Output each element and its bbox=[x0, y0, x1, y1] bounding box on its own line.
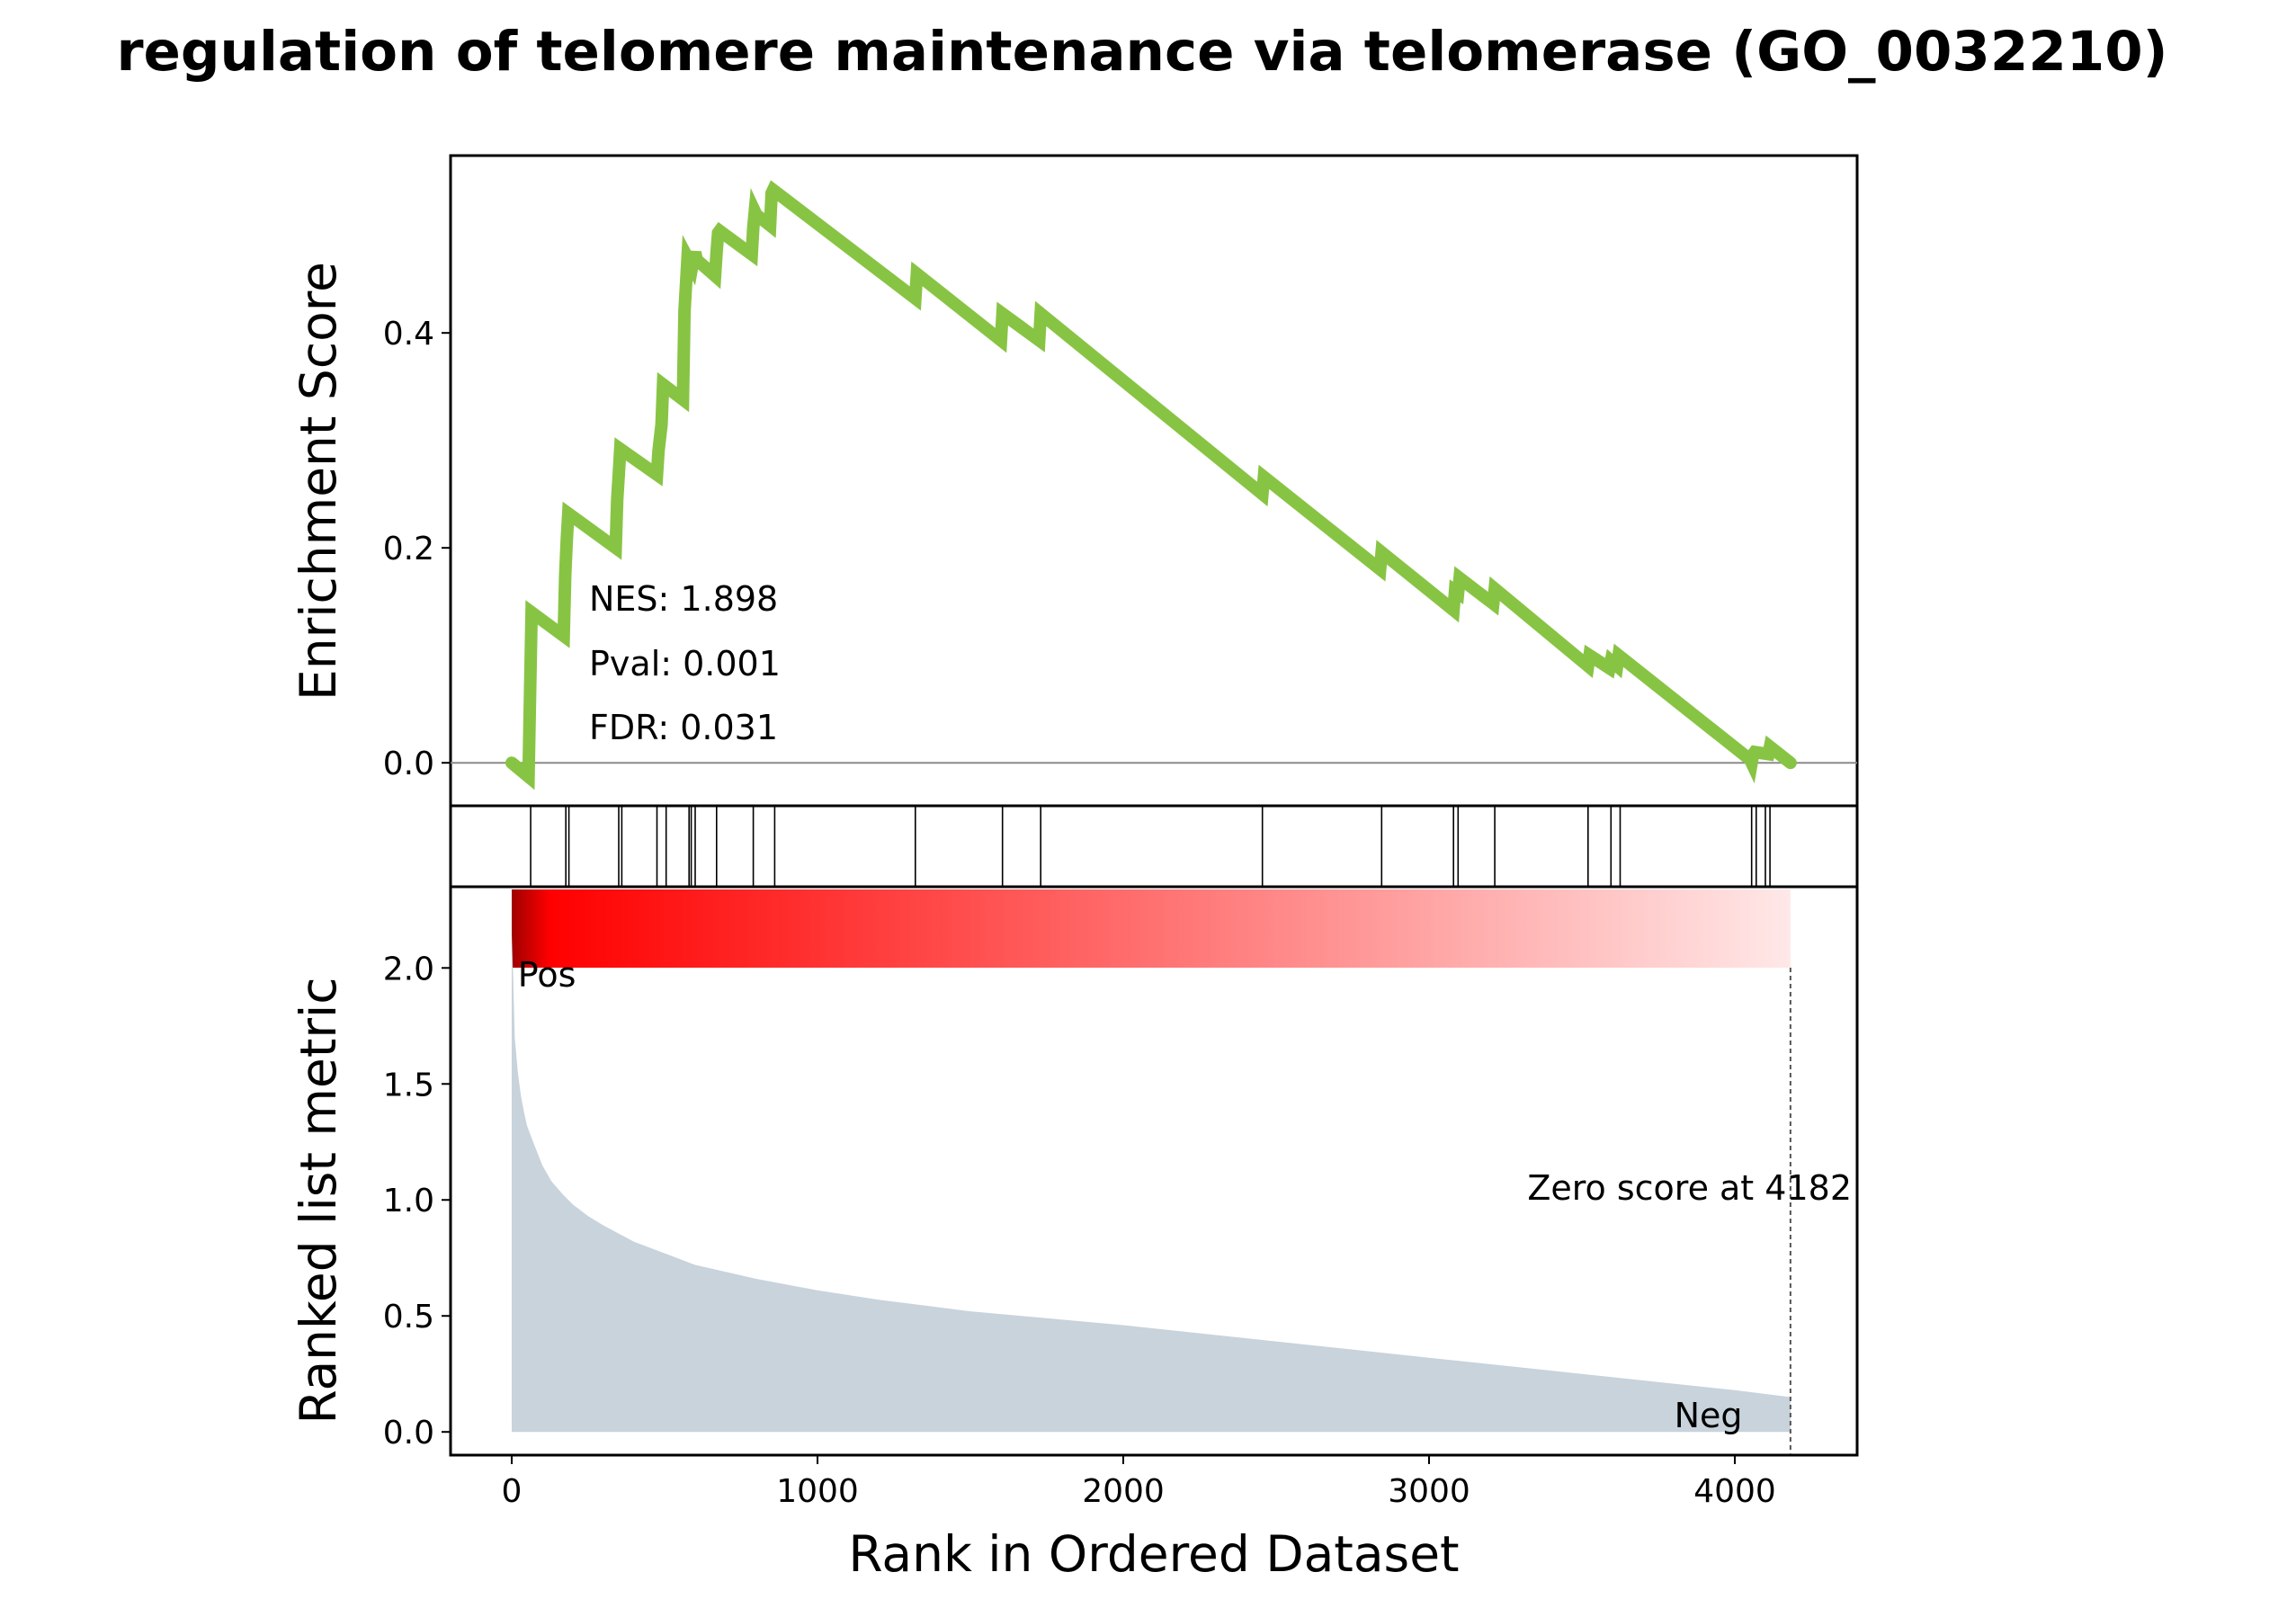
x-axis-ticks: 0 1000 2000 3000 4000 bbox=[502, 1455, 1776, 1510]
nes-annotation: NES: 1.898 bbox=[589, 579, 778, 619]
enrichment-y-label: Enrichment Score bbox=[290, 262, 347, 701]
enrichment-score-line bbox=[505, 180, 1797, 791]
metric-y-tick-label: 0.0 bbox=[383, 1415, 434, 1452]
chart-title: regulation of telomere maintenance via t… bbox=[116, 20, 2167, 84]
hits-panel bbox=[449, 804, 1859, 889]
x-tick-label: 4000 bbox=[1693, 1473, 1776, 1510]
rank-gradient-bar bbox=[512, 889, 1791, 968]
ranked-metric-panel: 0.0 0.5 1.0 1.5 2.0 Pos Neg Zero score at 41… bbox=[290, 885, 1859, 1457]
ranked-metric-panel-frame bbox=[449, 885, 1859, 1457]
metric-y-tick-label: 2.0 bbox=[383, 951, 434, 987]
x-tick-label: 3000 bbox=[1388, 1473, 1470, 1510]
x-tick-label: 1000 bbox=[776, 1473, 859, 1510]
enrichment-panel: 0.0 0.2 0.4 NES: 1.898 Pval: 0.001 FDR: 0.… bbox=[290, 154, 1859, 808]
es-y-tick-label: 0.0 bbox=[383, 746, 434, 782]
es-y-tick-label: 0.2 bbox=[383, 531, 434, 567]
zero-score-label: Zero score at 4182 bbox=[1527, 1168, 1852, 1208]
metric-y-tick-label: 1.0 bbox=[383, 1183, 434, 1219]
pval-annotation: Pval: 0.001 bbox=[589, 644, 781, 683]
enrichment-y-ticks: 0.0 0.2 0.4 bbox=[383, 316, 451, 782]
hits-panel-frame bbox=[449, 804, 1859, 889]
gene-hit-lines bbox=[530, 806, 1771, 887]
metric-y-ticks: 0.0 0.5 1.0 1.5 2.0 bbox=[383, 951, 451, 1452]
x-axis-label: Rank in Ordered Dataset bbox=[848, 1525, 1459, 1583]
x-tick-label: 0 bbox=[502, 1473, 523, 1510]
es-y-tick-label: 0.4 bbox=[383, 316, 434, 353]
ranked-metric-area bbox=[512, 933, 1791, 1433]
neg-label: Neg bbox=[1675, 1396, 1743, 1435]
metric-y-tick-label: 1.5 bbox=[383, 1067, 434, 1103]
x-tick-label: 2000 bbox=[1082, 1473, 1165, 1510]
pos-label: Pos bbox=[518, 955, 576, 995]
metric-y-label: Ranked list metric bbox=[290, 977, 347, 1424]
metric-y-tick-label: 0.5 bbox=[383, 1299, 434, 1336]
fdr-annotation: FDR: 0.031 bbox=[589, 708, 778, 747]
